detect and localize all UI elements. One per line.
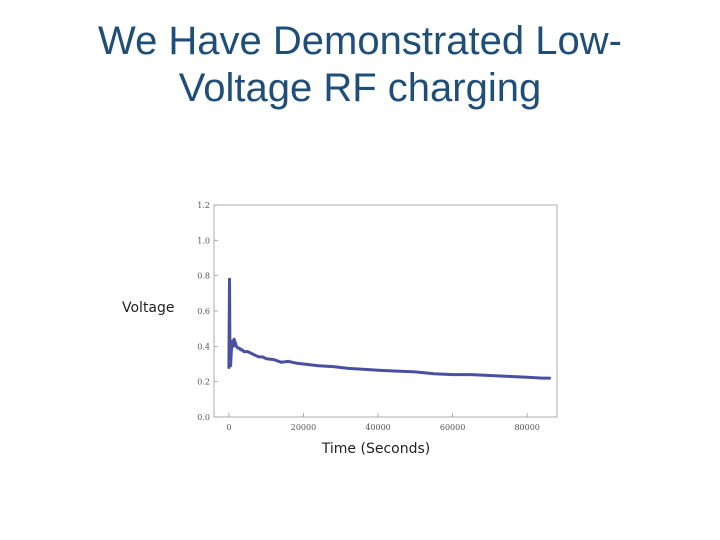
x-tick-label: 80000 — [514, 423, 539, 432]
y-tick-label: 0.6 — [197, 307, 210, 316]
axis-ticks: 0.0 0.2 0.4 0.6 0.8 1.0 1.2 0 20000 40000 60000 800… — [197, 201, 540, 432]
x-axis-label: Time (Seconds) — [321, 441, 430, 457]
x-tick-label: 40000 — [365, 423, 390, 432]
y-tick-label: 1.0 — [197, 236, 210, 245]
plot-frame — [213, 204, 558, 418]
y-axis-label: Voltage — [122, 300, 175, 316]
slide-title-line-2: Voltage RF charging — [178, 66, 542, 110]
slide-title: We Have Demonstrated Low- Voltage RF cha… — [0, 18, 720, 112]
x-tick-label: 20000 — [291, 423, 316, 432]
y-tick-label: 0.2 — [197, 378, 210, 387]
y-tick-label: 0.4 — [197, 342, 210, 351]
x-tick-label: 0 — [226, 423, 231, 432]
voltage-series-line — [227, 277, 551, 380]
series-group — [227, 277, 551, 380]
y-tick-label: 1.2 — [197, 201, 210, 210]
slide-title-line-1: We Have Demonstrated Low- — [98, 19, 622, 63]
x-tick-label: 60000 — [440, 423, 465, 432]
y-tick-label: 0.8 — [197, 272, 210, 281]
y-tick-label: 0.0 — [197, 413, 210, 422]
